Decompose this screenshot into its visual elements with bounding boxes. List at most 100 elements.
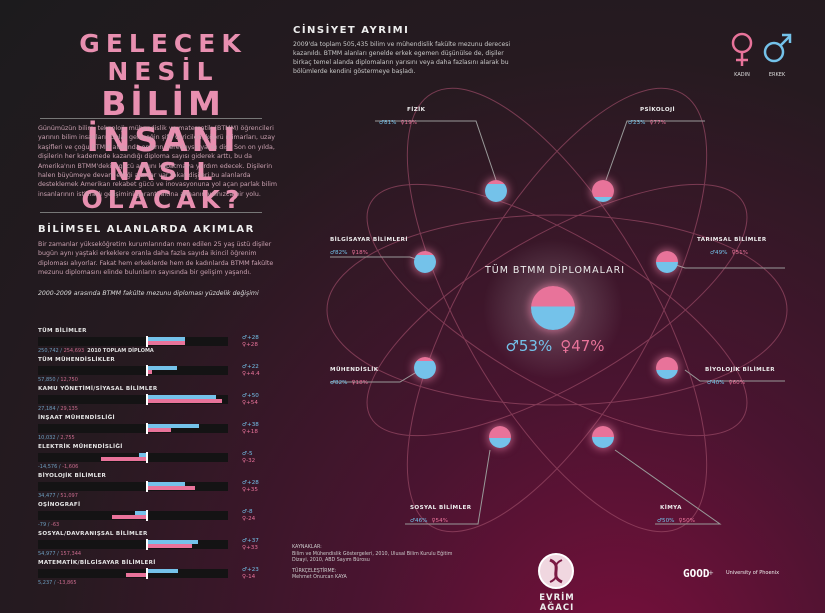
field-sphere — [592, 180, 614, 202]
field-sphere — [414, 251, 436, 273]
trend-track — [38, 366, 228, 375]
translator: Mehmet Onurcan KAYA — [292, 575, 347, 580]
trend-row: SOSYAL/DAVRANIŞSAL BİLİMLER 54,977 / 157… — [38, 531, 288, 565]
legend-male: ERKEK — [760, 30, 794, 78]
female-count: 29,135 — [60, 406, 78, 412]
male-pct: ♂82% — [330, 380, 348, 386]
trend-counts: -79 / -63 — [38, 522, 60, 528]
female-count: 2,755 — [60, 435, 75, 441]
trend-row: İNŞAAT MÜHENDİSLİĞİ 10,032 / 2,755 ♂+38 ♀… — [38, 415, 288, 449]
female-bar — [126, 573, 146, 577]
sources-heading: KAYNAKLAR: — [292, 545, 322, 550]
male-pct: ♂46% — [410, 518, 428, 524]
trend-label: KAMU YÖNETİMİ/SİYASAL BİLİMLER — [38, 386, 158, 392]
male-bar — [139, 453, 146, 457]
male-bar — [146, 366, 177, 370]
trend-label: MATEMATİK/BİLGİSAYAR BİLİMLERİ — [38, 560, 156, 566]
female-bar — [146, 486, 195, 490]
trend-change: ♂+37 ♀+33 — [242, 538, 259, 552]
female-count: 51,097 — [60, 493, 78, 499]
female-bar — [146, 399, 222, 403]
male-bar — [146, 482, 186, 486]
zero-line — [146, 510, 148, 521]
trend-counts: 54,977 / 157,344 — [38, 551, 82, 557]
title-line-1: GELECEK NESİL — [79, 29, 247, 86]
partner-uop-logo: University of Phoenix — [726, 570, 780, 576]
female-change: ♀+18 — [242, 429, 258, 435]
male-count: 250,742 — [38, 348, 59, 354]
male-count: 27,184 — [38, 406, 56, 412]
gender-heading: CİNSİYET AYRIMI — [293, 25, 410, 36]
female-pct: ♀18% — [351, 250, 368, 256]
center-male-pct: ♂53% — [505, 337, 553, 355]
trend-label: OŞİNOGRAFİ — [38, 502, 81, 508]
zero-line — [146, 336, 148, 347]
field-percentages: ♂50% ♀50% — [657, 518, 695, 524]
female-pct: ♀19% — [400, 120, 417, 126]
trend-track — [38, 482, 228, 491]
male-bar — [146, 395, 216, 399]
field-percentages: ♂81% ♀19% — [379, 120, 417, 126]
title-line-3: NASIL OLACAK? — [81, 157, 245, 214]
zero-line — [146, 539, 148, 550]
male-change: ♂-5 — [242, 451, 253, 457]
trend-counts: 34,477 / 51,097 — [38, 493, 78, 499]
female-pct: ♀18% — [351, 380, 368, 386]
male-bar — [134, 511, 146, 515]
center-female-pct: ♀47% — [560, 337, 605, 355]
field-label: PSİKOLOJİ — [640, 107, 675, 113]
trend-row: ELEKTRİK MÜHENDİSLİĞİ -14,576 / -1,606 ♂… — [38, 444, 288, 478]
field-percentages: ♂23% ♀77% — [628, 120, 666, 126]
female-bar — [146, 428, 172, 432]
male-pct: ♂40% — [707, 380, 725, 386]
trend-row: KAMU YÖNETİMİ/SİYASAL BİLİMLER 27,184 / … — [38, 386, 288, 420]
male-count: 5,237 — [38, 580, 53, 586]
male-bar — [146, 569, 179, 573]
male-change: ♂+28 — [242, 480, 259, 486]
legend-female-label: KADIN — [734, 72, 750, 78]
sources: KAYNAKLAR: Bilim ve Mühendislik Gösterge… — [292, 545, 462, 582]
male-symbol-icon — [763, 33, 792, 63]
zero-line — [146, 394, 148, 405]
center-title: TÜM BTMM DİPLOMALARI — [484, 265, 626, 276]
trend-row: MATEMATİK/BİLGİSAYAR BİLİMLERİ 5,237 / -… — [38, 560, 288, 594]
female-change: ♀-14 — [242, 574, 256, 580]
trend-track — [38, 540, 228, 549]
trends-paragraph: Bir zamanlar yükseköğretim kurumlarından… — [38, 241, 274, 277]
trend-track — [38, 337, 228, 346]
field-label: MÜHENDİSLİK — [330, 367, 379, 373]
intro-paragraph: Günümüzün bilim, teknoloji, mühendislik … — [38, 125, 278, 198]
female-change: ♀+54 — [242, 400, 258, 406]
field-label: TARIMSAL BİLİMLER — [697, 237, 767, 243]
legend-male-label: ERKEK — [768, 72, 786, 78]
trend-change: ♂+23 ♀-14 — [242, 567, 259, 581]
trends-subtitle: 2000-2009 arasında BTMM fakülte mezunu d… — [38, 290, 259, 297]
trend-label: TÜM BİLİMLER — [38, 328, 87, 334]
plus-sign: + — [708, 569, 714, 577]
field-percentages: ♂40% ♀60% — [707, 380, 745, 386]
male-pct: ♂50% — [657, 518, 675, 524]
trend-label: SOSYAL/DAVRANIŞSAL BİLİMLER — [38, 531, 148, 537]
divider — [40, 212, 262, 213]
trend-change: ♂+28 ♀+35 — [242, 480, 259, 494]
total-label: 2010 TOPLAM DİPLOMA — [87, 348, 154, 354]
page-title: GELECEK NESİL BİLİM İNSANI NASIL OLACAK? — [38, 30, 288, 214]
trend-track — [38, 395, 228, 404]
divider — [40, 118, 262, 119]
center-percentages: ♂53% ♀47% — [470, 337, 640, 355]
male-pct: ♂23% — [628, 120, 646, 126]
male-pct: ♂49% — [710, 250, 728, 256]
female-change: ♀-32 — [242, 458, 256, 464]
trend-row: TÜM BİLİMLER 250,742 / 254,693 2010 TOPLA… — [38, 328, 288, 362]
dna-logo-icon — [538, 553, 574, 589]
male-bar — [146, 424, 200, 428]
legend-female: KADIN — [725, 30, 759, 78]
title-line-2: BİLİM İNSANI — [86, 84, 240, 159]
field-label: KİMYA — [660, 505, 682, 511]
female-change: ♀+35 — [242, 487, 258, 493]
male-change: ♂+22 — [242, 364, 259, 370]
female-bar — [146, 544, 193, 548]
field-percentages: ♂46% ♀54% — [410, 518, 448, 524]
field-sphere — [592, 426, 614, 448]
male-count: -79 — [38, 522, 47, 528]
